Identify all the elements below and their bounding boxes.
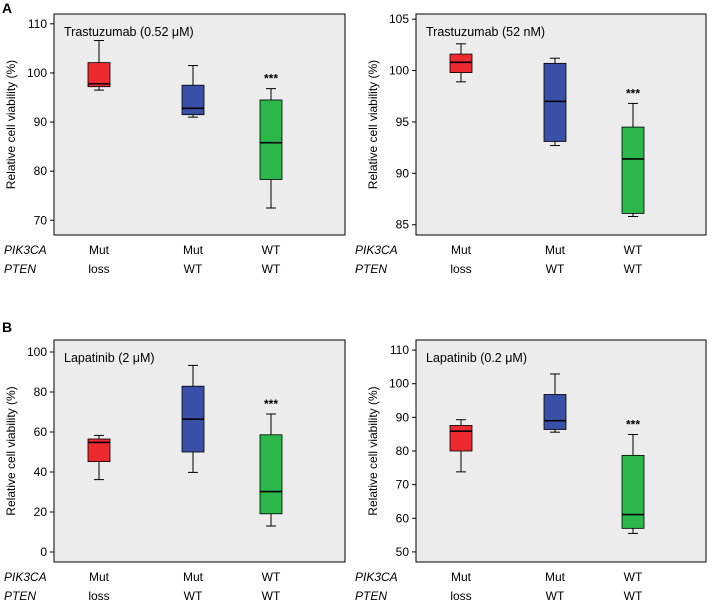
box-group-2: Mut WT	[181, 65, 205, 276]
y-tick-label: 90	[34, 115, 48, 129]
pten-value: loss	[88, 262, 109, 276]
iqr-box	[449, 425, 473, 452]
y-tick-label: 90	[396, 410, 410, 424]
pik3ca-value: Mut	[451, 570, 472, 584]
box-group-3: *** WT WT	[621, 418, 645, 601]
iqr-box	[449, 53, 473, 73]
box-group-3: *** WT WT	[259, 397, 283, 601]
pik3ca-value: WT	[624, 243, 643, 257]
iqr-box	[87, 62, 111, 88]
y-tick-label: 40	[34, 465, 48, 479]
iqr-box	[181, 84, 205, 116]
pten-header: PTEN	[355, 589, 387, 601]
pik3ca-header: PIK3CA	[355, 243, 398, 257]
chart-3: 0 20 40 60 80 100 Relative cell viability (%) L…	[4, 339, 346, 601]
pten-value: WT	[546, 589, 565, 601]
y-tick-label: 80	[34, 164, 48, 178]
box-group-3: *** WT WT	[259, 72, 283, 276]
panel-letter-b: B	[2, 319, 12, 335]
pten-value: loss	[450, 262, 471, 276]
chart-title: Trastuzumab (52 nM)	[426, 25, 545, 39]
pten-value: WT	[262, 589, 281, 601]
box-group-2: Mut WT	[543, 57, 567, 276]
box-group-2: Mut WT	[543, 373, 567, 601]
y-tick-label: 80	[34, 385, 48, 399]
y-tick-label: 110	[28, 17, 47, 31]
chart-title: Lapatinib (0.2 μM)	[426, 351, 527, 365]
pik3ca-value: Mut	[89, 570, 110, 584]
y-tick-label: 60	[34, 425, 48, 439]
pik3ca-header: PIK3CA	[4, 570, 47, 584]
pik3ca-header: PIK3CA	[355, 570, 398, 584]
chart-1: 70 80 90 100 110 Relative cell viability (%) T…	[4, 13, 346, 276]
y-tick-label: 100	[27, 345, 47, 359]
iqr-box	[543, 394, 567, 430]
pik3ca-value: WT	[262, 570, 281, 584]
pik3ca-value: Mut	[545, 243, 566, 257]
pten-value: WT	[262, 262, 281, 276]
pten-value: WT	[546, 262, 565, 276]
iqr-box	[543, 62, 567, 142]
pik3ca-value: Mut	[89, 243, 110, 257]
pten-value: WT	[184, 262, 203, 276]
significance-label: ***	[626, 418, 640, 432]
pten-header: PTEN	[4, 262, 36, 276]
pten-value: loss	[450, 589, 471, 601]
pten-value: WT	[624, 589, 643, 601]
pik3ca-header: PIK3CA	[4, 243, 47, 257]
box-group-1: Mut loss	[449, 43, 473, 276]
pik3ca-value: WT	[262, 243, 281, 257]
significance-label: ***	[264, 72, 278, 86]
box-group-1: Mut loss	[87, 40, 111, 276]
significance-label: ***	[626, 86, 640, 100]
pik3ca-value: Mut	[451, 243, 472, 257]
pten-value: WT	[184, 589, 203, 601]
chart-title: Lapatinib (2 μM)	[64, 351, 155, 365]
box-group-1: Mut loss	[87, 434, 111, 601]
plot-area	[53, 13, 346, 236]
pik3ca-value: Mut	[183, 243, 204, 257]
y-axis-label: Relative cell viability (%)	[4, 60, 18, 189]
y-tick-label: 110	[390, 343, 409, 357]
iqr-box	[87, 438, 111, 463]
y-tick-label: 105	[389, 12, 409, 26]
y-tick-label: 20	[34, 505, 48, 519]
box-group-3: *** WT WT	[621, 86, 645, 276]
y-tick-label: 80	[396, 444, 410, 458]
pik3ca-value: Mut	[183, 570, 204, 584]
chart-2: 85 90 95 100 105 Relative cell viability (%) T…	[355, 12, 707, 276]
iqr-box	[621, 126, 645, 214]
y-tick-label: 85	[396, 218, 410, 232]
iqr-box	[621, 454, 645, 529]
panel-letter-a: A	[2, 0, 12, 16]
y-tick-label: 70	[396, 478, 410, 492]
pten-value: loss	[88, 589, 109, 601]
iqr-box	[259, 434, 283, 515]
chart-title: Trastuzumab (0.52 μM)	[64, 25, 194, 39]
pik3ca-value: WT	[624, 570, 643, 584]
y-tick-label: 100	[389, 377, 409, 391]
y-tick-label: 70	[34, 213, 48, 227]
y-tick-label: 100	[27, 66, 47, 80]
y-axis-label: Relative cell viability (%)	[366, 60, 380, 189]
significance-label: ***	[264, 397, 278, 411]
pten-value: WT	[624, 262, 643, 276]
y-tick-label: 60	[396, 511, 410, 525]
box-group-2: Mut WT	[181, 364, 205, 601]
y-tick-label: 0	[40, 545, 47, 559]
y-tick-label: 50	[396, 545, 410, 559]
y-axis-label: Relative cell viability (%)	[366, 386, 380, 515]
pten-header: PTEN	[355, 262, 387, 276]
chart-4: 50 60 70 80 90 100 110 Relative cell viability …	[355, 339, 707, 601]
pik3ca-value: Mut	[545, 570, 566, 584]
y-axis-label: Relative cell viability (%)	[4, 386, 18, 515]
pten-header: PTEN	[4, 589, 36, 601]
y-tick-label: 90	[396, 166, 410, 180]
box-group-1: Mut loss	[449, 419, 473, 601]
y-tick-label: 100	[389, 64, 409, 78]
iqr-box	[259, 99, 283, 180]
y-tick-label: 95	[396, 115, 410, 129]
